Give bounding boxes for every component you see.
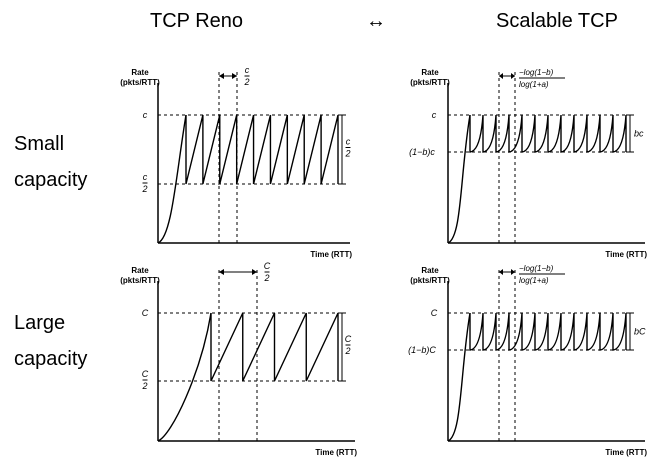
scalable_large-slow-start-curve <box>447 312 471 442</box>
scalable_large-sawtooth <box>469 312 627 351</box>
header-tcp-reno: TCP Reno <box>150 10 244 32</box>
scalable_small-y-label-line2: (pkts/RTT) <box>410 78 450 87</box>
reno_large-sawtooth <box>210 312 339 382</box>
scalable_small-y-label-line1: Rate <box>421 68 439 77</box>
scalable_large-x-label: Time (RTT) <box>605 448 647 457</box>
scalable_small-gap-arrowhead-right <box>511 73 515 79</box>
row-label-large-line2: capacity <box>14 348 88 370</box>
scalable_large-range-annotation: bC <box>634 327 646 337</box>
reno_small-gap-annotation-num: c <box>245 65 250 75</box>
scalable_small-gap-annotation-num: −log(1−b) <box>519 68 554 77</box>
reno_small-range-annotation-den: 2 <box>344 149 350 159</box>
header-scalable-tcp: Scalable TCP <box>496 10 618 32</box>
reno_large-range-annotation-num: C <box>345 334 352 344</box>
reno_large-y-label-line2: (pkts/RTT) <box>120 276 160 285</box>
reno_small-bottom-level-label-den: 2 <box>141 184 147 194</box>
scalable_small-x-label: Time (RTT) <box>605 250 647 259</box>
reno_large-y-label-line1: Rate <box>131 266 149 275</box>
reno_small-gap-arrowhead-left <box>219 73 224 79</box>
header-arrow: ↔ <box>366 10 386 32</box>
scalable_large-gap-annotation-den: log(1+a) <box>519 276 549 285</box>
scalable_small-range-annotation: bc <box>634 129 644 139</box>
reno_small-sawtooth <box>185 114 339 185</box>
reno_large-gap-arrowhead-left <box>219 269 224 275</box>
reno_large-gap-arrowhead-right <box>252 269 257 275</box>
reno_large-top-level-label: C <box>142 308 149 318</box>
reno_small-y-label-line2: (pkts/RTT) <box>120 78 160 87</box>
reno_small-top-level-label: c <box>143 110 148 120</box>
scalable_large-y-label-line1: Rate <box>421 266 439 275</box>
reno_large-bottom-level-label-num: C <box>142 369 149 379</box>
reno_small-bottom-level-label-num: c <box>143 172 148 182</box>
row-label-small-line2: capacity <box>14 169 88 191</box>
reno_large-range-annotation-den: 2 <box>344 346 350 356</box>
scalable_small-gap-annotation-den: log(1+a) <box>519 80 549 89</box>
row-label-small-line1: Small <box>14 133 65 155</box>
reno_small-gap-arrowhead-right <box>232 73 237 79</box>
scalable_small-slow-start-curve <box>447 114 471 244</box>
row-label-large-line1: Large <box>14 312 66 334</box>
reno_large-slow-start-curve <box>157 312 212 442</box>
reno_small-range-annotation-num: c <box>346 137 351 147</box>
scalable_large-gap-arrowhead-left <box>499 269 503 275</box>
reno_large-gap-annotation-num: C <box>264 261 271 271</box>
scalable_small-bottom-level-label: (1−b)c <box>409 147 435 157</box>
scalable_small-gap-arrowhead-left <box>499 73 503 79</box>
row-label-large-capacity: Large capacity <box>14 305 87 377</box>
scalable_large-bottom-level-label: (1−b)C <box>408 345 436 355</box>
reno_small-gap-annotation-den: 2 <box>243 77 249 87</box>
reno_small-slow-start-curve <box>157 114 187 244</box>
scalable_large-gap-annotation-num: −log(1−b) <box>519 264 554 273</box>
row-label-small-capacity: Small capacity <box>14 126 87 198</box>
reno_large-gap-annotation-den: 2 <box>263 273 269 283</box>
scalable_large-top-level-label: C <box>431 308 438 318</box>
reno_small-y-label-line1: Rate <box>131 68 149 77</box>
reno_small-x-label: Time (RTT) <box>310 250 352 259</box>
scalable_large-gap-arrowhead-right <box>511 269 515 275</box>
reno_large-x-label: Time (RTT) <box>315 448 357 457</box>
scalable_small-top-level-label: c <box>432 110 437 120</box>
scalable_small-sawtooth <box>469 114 627 153</box>
reno_large-bottom-level-label-den: 2 <box>141 381 147 391</box>
scalable_large-y-label-line2: (pkts/RTT) <box>410 276 450 285</box>
